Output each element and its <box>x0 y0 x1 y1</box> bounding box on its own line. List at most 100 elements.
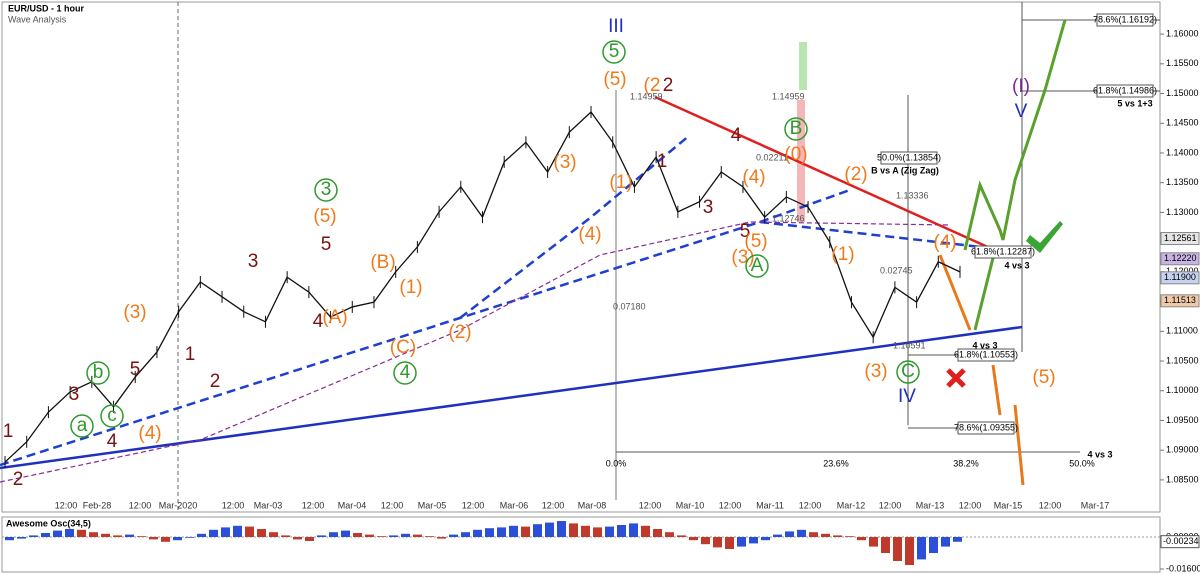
y-tick-label: 1.12000 <box>1166 266 1199 276</box>
chart-subtitle: Wave Analysis <box>8 14 67 24</box>
osc-bar <box>341 530 350 537</box>
x-tick-label: Mar-08 <box>578 500 607 510</box>
wave-label: b <box>93 362 104 383</box>
osc-bar <box>329 532 338 537</box>
wave-label: 3 <box>321 179 332 200</box>
measure-label: 1.10591 <box>893 340 926 350</box>
osc-bar <box>797 529 806 537</box>
y-tick-label: 1.11000 <box>1166 326 1198 336</box>
osc-bar <box>245 526 254 537</box>
arrow <box>963 19 1067 251</box>
fib-box <box>957 421 1015 435</box>
y-tick-label: 1.13500 <box>1166 177 1199 187</box>
osc-bar <box>473 529 482 537</box>
osc-bar <box>437 537 446 539</box>
osc-bar <box>161 537 170 542</box>
wave-label: (0) <box>784 144 807 165</box>
osc-bar <box>89 532 98 537</box>
osc-bar <box>881 537 890 553</box>
fib-label: 50.0%(1.13854) <box>877 152 941 162</box>
measure-label: 0.02745 <box>880 265 913 275</box>
trend-line <box>654 95 991 250</box>
osc-bar <box>137 536 146 537</box>
target-zone <box>799 42 807 90</box>
price-label-box <box>1160 232 1200 246</box>
fib-box <box>974 245 1032 259</box>
osc-bar <box>413 534 422 537</box>
osc-title: Awesome Osc(34,5) <box>6 518 91 528</box>
trend-line <box>0 325 1023 470</box>
wave-label: (4) <box>933 232 956 253</box>
wave-label: V <box>1015 101 1028 122</box>
note: 5 vs 1+3 <box>1117 98 1152 108</box>
osc-bar <box>749 537 758 544</box>
osc-bar <box>233 525 242 537</box>
wave-circle <box>784 117 808 141</box>
osc-bar <box>101 533 110 537</box>
wave-label: A <box>751 255 764 276</box>
osc-bar <box>449 534 458 537</box>
osc-bar <box>317 535 326 537</box>
wave-label: 3 <box>248 251 259 272</box>
y-tick-label: 1.15500 <box>1166 58 1199 68</box>
x-tick-label: 12:00 <box>381 500 404 510</box>
osc-bar <box>53 530 62 537</box>
osc-bar <box>605 526 614 537</box>
wave-label: 4 <box>313 311 324 332</box>
y-tick-label: 1.10000 <box>1166 385 1199 395</box>
osc-bar <box>689 537 698 541</box>
wave-label: (4) <box>578 224 601 245</box>
osc-bar <box>761 537 770 541</box>
note: 23.6% <box>823 458 849 468</box>
x-tick-label: 12:00 <box>542 500 565 510</box>
wave-label: a <box>77 415 88 436</box>
fib-label: 61.8%(1.14986) <box>1093 85 1157 95</box>
note: B vs A (Zig Zag) <box>871 165 939 175</box>
osc-bar <box>221 527 230 537</box>
note: 4 vs 3 <box>1087 449 1112 459</box>
fib-label: 61.8%(1.12287) <box>971 246 1035 256</box>
osc-bar <box>365 534 374 537</box>
x-tick-label: 12:00 <box>129 500 152 510</box>
measure-label: 1.14959 <box>772 91 805 101</box>
osc-bar <box>821 533 830 537</box>
osc-bar <box>461 532 470 537</box>
note: 38.2% <box>953 458 979 468</box>
fib-label: 78.6%(1.09355) <box>954 422 1018 432</box>
fib-box <box>1096 84 1154 98</box>
wave-label: (B) <box>370 252 395 273</box>
x-tick-label: 12:00 <box>302 500 325 510</box>
measure-label: 1.12746 <box>772 213 805 223</box>
x-tick-label: Mar-03 <box>254 500 283 510</box>
osc-bar <box>569 523 578 537</box>
fib-label: 78.6%(1.16192) <box>1093 14 1157 24</box>
osc-bar <box>677 535 686 537</box>
wave-circle <box>393 361 417 385</box>
wave-label: (4) <box>742 167 765 188</box>
wave-circle <box>602 40 626 64</box>
osc-bar <box>509 525 518 537</box>
osc-bar <box>17 537 26 539</box>
osc-bar <box>533 524 542 537</box>
y-tick-label: 1.08500 <box>1166 474 1199 484</box>
osc-bar <box>665 532 674 537</box>
fib-box <box>880 151 938 165</box>
wave-label: B <box>790 118 803 139</box>
wave-label: 3 <box>703 197 714 218</box>
x-tick-label: 12:00 <box>55 500 78 510</box>
osc-bar <box>185 537 194 538</box>
y-tick-label: 1.15000 <box>1166 88 1199 98</box>
osc-bar <box>737 537 746 547</box>
osc-bar <box>725 537 734 549</box>
osc-bar <box>929 537 938 553</box>
osc-bar <box>209 529 218 537</box>
wave-label: (1) <box>399 277 422 298</box>
wave-label: (2) <box>844 164 867 185</box>
osc-bar <box>41 533 50 537</box>
osc-bar <box>953 537 962 542</box>
osc-bar <box>485 528 494 537</box>
wave-label: c <box>107 405 117 426</box>
x-tick-label: Mar-11 <box>756 500 784 510</box>
x-tick-label: Mar-05 <box>418 500 447 510</box>
